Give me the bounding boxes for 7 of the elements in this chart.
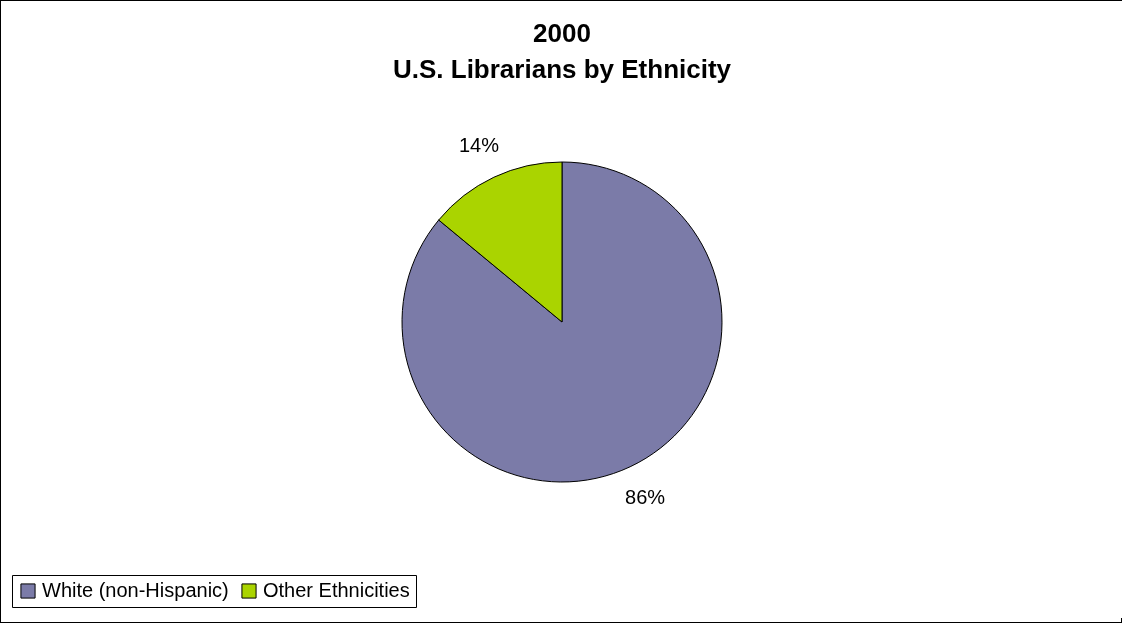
legend-label: Other Ethnicities bbox=[263, 579, 410, 601]
chart-subtitle: U.S. Librarians by Ethnicity bbox=[392, 54, 732, 84]
data-label: 86% bbox=[625, 486, 666, 509]
data-label: 14% bbox=[458, 133, 500, 156]
pie-slice bbox=[401, 161, 723, 483]
legend-label: White (non-Hispanic) bbox=[42, 579, 229, 601]
chart-title: 2000 bbox=[533, 18, 591, 48]
